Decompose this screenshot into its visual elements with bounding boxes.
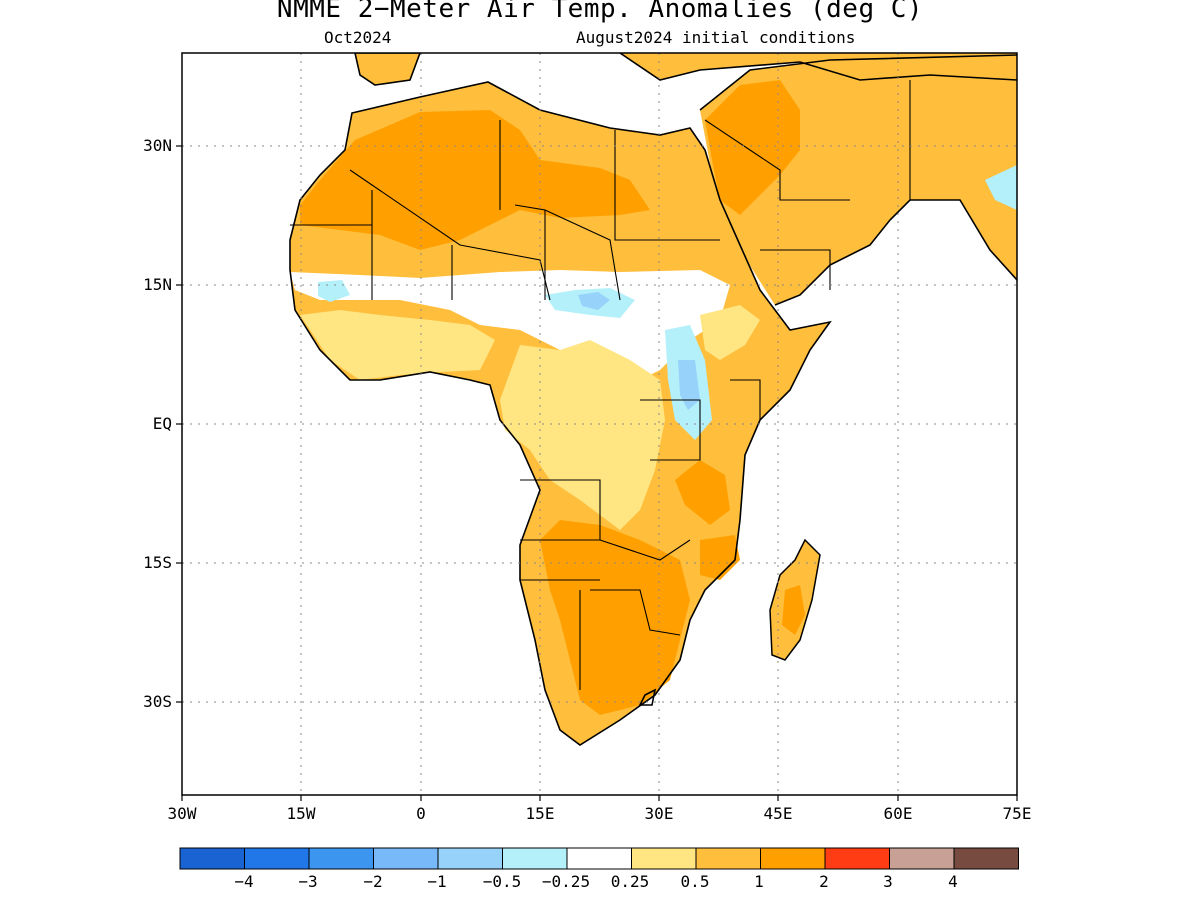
colorbar-label: −0.25 — [541, 872, 591, 891]
colorbar-label: −0.5 — [482, 872, 522, 891]
colorbar-swatch — [502, 847, 568, 870]
colorbar-swatch — [244, 847, 310, 870]
gridlines — [182, 53, 1017, 795]
country-borders — [290, 80, 911, 690]
colorbar-swatch — [631, 847, 697, 870]
colorbar-swatch — [179, 847, 245, 870]
southern-africa-warm-region — [540, 520, 690, 715]
india-cool-patch — [985, 165, 1017, 210]
east-africa-mild-region — [700, 305, 760, 360]
map-title: NMME 2−Meter Air Temp. Anomalies (deg C) — [276, 0, 924, 24]
tick-marks — [176, 145, 1018, 801]
coastlines — [289, 53, 1017, 746]
colorbar-swatch — [437, 847, 503, 870]
colorbar-label: −4 — [234, 872, 254, 891]
sahel-cool-core — [578, 292, 610, 310]
lat-label-30n: 30N — [143, 136, 172, 155]
east-africa-warm-region — [675, 460, 730, 525]
west-africa-mild-region — [300, 310, 495, 380]
lat-label-eq: EQ — [152, 414, 172, 433]
forecast-month: Oct2024 — [324, 28, 392, 47]
europe-landmass — [355, 53, 420, 85]
europe-landmass-east — [620, 53, 1017, 80]
colorbar-swatch — [695, 847, 761, 870]
lat-label-15n: 15N — [143, 275, 172, 294]
map-layer — [289, 53, 1017, 746]
lon-label-60e: 60E — [883, 804, 913, 823]
lon-label-15w: 15W — [286, 804, 316, 823]
colorbar — [179, 847, 1019, 870]
lon-label-0: 0 — [416, 804, 426, 823]
colorbar-swatch — [889, 847, 955, 870]
colorbar-label: 4 — [948, 872, 958, 891]
initial-conditions: August2024 initial conditions — [576, 28, 856, 47]
colorbar-swatch — [373, 847, 439, 870]
sahara-warm-region — [300, 110, 650, 250]
colorbar-label: −3 — [298, 872, 318, 891]
colorbar-label: 0.25 — [610, 872, 650, 891]
lon-label-75e: 75E — [1002, 804, 1032, 823]
colorbar-label: 0.5 — [680, 872, 710, 891]
lat-label-15s: 15S — [143, 553, 172, 572]
colorbar-swatch — [308, 847, 374, 870]
mozambique-warm-region — [700, 535, 740, 580]
colorbar-label: −2 — [363, 872, 383, 891]
arabia-warm-region — [705, 80, 800, 215]
colorbar-label: 2 — [819, 872, 829, 891]
lon-label-30w: 30W — [167, 804, 197, 823]
colorbar-swatch — [953, 847, 1019, 870]
ethiopia-cool-core — [678, 360, 700, 410]
colorbar-label: −1 — [427, 872, 447, 891]
lon-label-30e: 30E — [644, 804, 674, 823]
colorbar-label: 1 — [754, 872, 764, 891]
lon-label-15e: 15E — [525, 804, 555, 823]
colorbar-label: 3 — [883, 872, 893, 891]
colorbar-swatch — [824, 847, 890, 870]
lat-label-30s: 30S — [143, 692, 172, 711]
central-africa-mild-region — [500, 340, 665, 530]
madagascar-warm-region — [782, 585, 805, 635]
colorbar-swatch — [566, 847, 632, 870]
colorbar-swatch — [760, 847, 826, 870]
lon-label-45e: 45E — [763, 804, 793, 823]
